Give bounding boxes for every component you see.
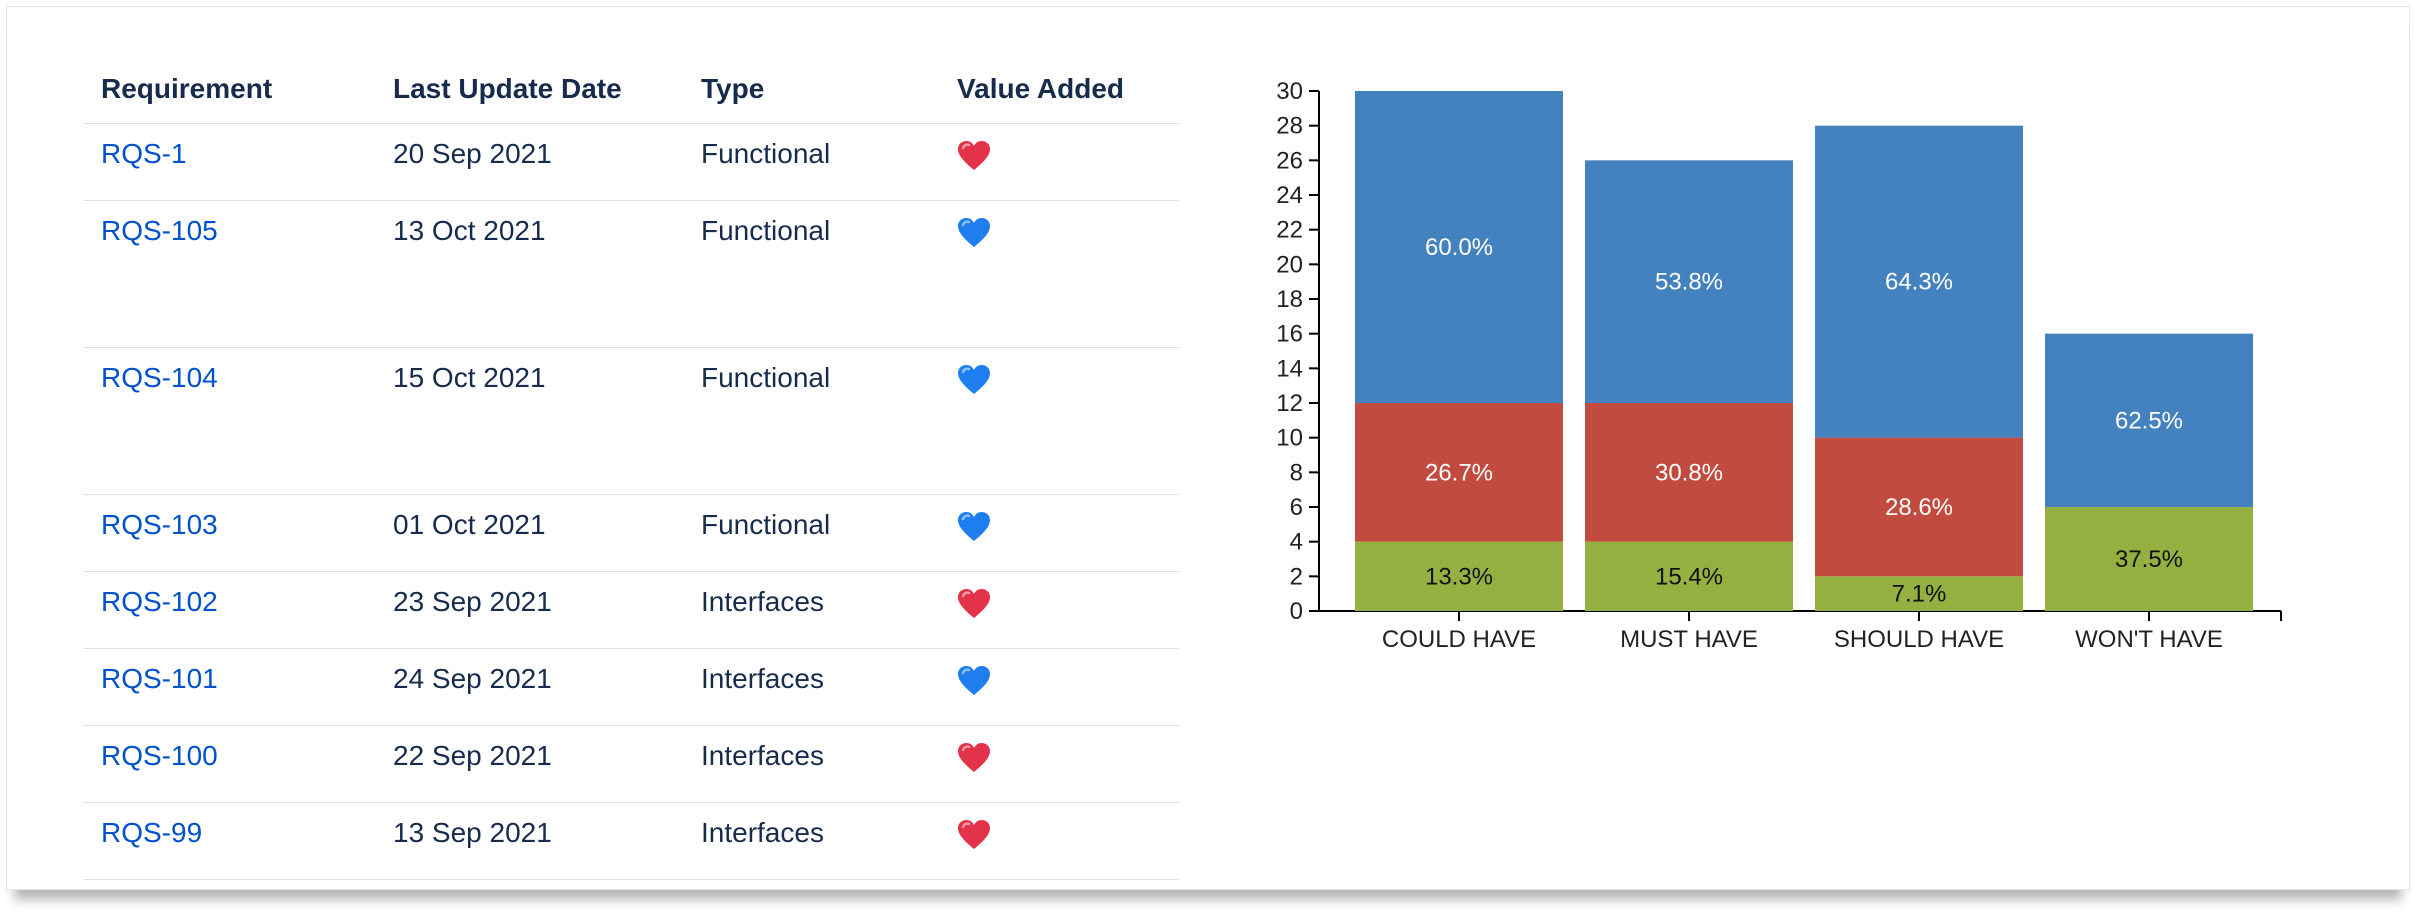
blue-heart-icon	[957, 364, 991, 396]
blue-heart-icon	[957, 217, 991, 249]
bar-segment	[1585, 160, 1793, 403]
last-update-date: 01 Oct 2021	[375, 494, 683, 572]
requirement-type: Interfaces	[683, 648, 939, 726]
requirement-type: Functional	[683, 494, 939, 572]
blue-heart-icon	[957, 665, 991, 697]
y-tick-label: 14	[1276, 355, 1303, 382]
y-tick-label: 16	[1276, 321, 1303, 348]
x-category-label: MUST HAVE	[1620, 626, 1758, 653]
y-tick-label: 28	[1276, 113, 1303, 140]
requirement-type: Interfaces	[683, 571, 939, 649]
requirement-link[interactable]: RQS-99	[101, 817, 203, 848]
bar-segment	[1355, 541, 1563, 611]
last-update-date: 22 Sep 2021	[375, 725, 683, 803]
requirement-link[interactable]: RQS-103	[101, 509, 218, 540]
y-tick-label: 18	[1276, 286, 1303, 313]
requirement-link[interactable]: RQS-102	[101, 586, 218, 617]
bar-data-label: 30.8%	[1655, 459, 1723, 486]
y-tick-label: 8	[1290, 459, 1303, 486]
x-category-label: WON'T HAVE	[2075, 626, 2223, 653]
table-row: RQS-99 13 Sep 2021 Interfaces	[83, 802, 1179, 880]
bar-segment	[1815, 125, 2023, 438]
red-heart-icon	[957, 742, 991, 774]
y-tick-label: 26	[1276, 147, 1303, 174]
y-tick-label: 4	[1290, 529, 1303, 556]
bar-segment	[1585, 541, 1793, 611]
y-tick-label: 24	[1276, 182, 1303, 209]
y-tick-label: 20	[1276, 251, 1303, 278]
bar-data-label: 28.6%	[1885, 494, 1953, 521]
requirement-link[interactable]: RQS-1	[101, 138, 187, 169]
last-update-date: 13 Sep 2021	[375, 802, 683, 880]
bar-segment	[2045, 333, 2253, 507]
column-header-value-added[interactable]: Value Added	[939, 55, 1179, 124]
column-header-last-update-date[interactable]: Last Update Date	[375, 55, 683, 124]
last-update-date: 13 Oct 2021	[375, 200, 683, 348]
x-category-label: SHOULD HAVE	[1834, 626, 2004, 653]
requirement-link[interactable]: RQS-101	[101, 663, 218, 694]
y-tick-label: 22	[1276, 217, 1303, 244]
requirement-type: Functional	[683, 347, 939, 495]
table-row: RQS-100 22 Sep 2021 Interfaces	[83, 725, 1179, 803]
table-body: RQS-1 20 Sep 2021 Functional RQS-105 13 …	[83, 123, 1179, 880]
table-row: RQS-105 13 Oct 2021 Functional	[83, 200, 1179, 348]
red-heart-icon	[957, 588, 991, 620]
bar-data-label: 13.3%	[1425, 563, 1493, 590]
red-heart-icon	[957, 140, 991, 172]
y-tick-label: 0	[1290, 598, 1303, 625]
bar-segment	[1585, 403, 1793, 542]
bar-data-label: 15.4%	[1655, 563, 1723, 590]
bar-segment	[1355, 91, 1563, 403]
y-tick-label: 2	[1290, 563, 1303, 590]
bar-segment	[1815, 576, 2023, 611]
last-update-date: 20 Sep 2021	[375, 123, 683, 201]
table-row: RQS-103 01 Oct 2021 Functional	[83, 494, 1179, 572]
requirement-link[interactable]: RQS-104	[101, 362, 218, 393]
bar-segment	[1815, 437, 2023, 577]
column-header-requirement[interactable]: Requirement	[83, 55, 375, 124]
requirement-type: Interfaces	[683, 802, 939, 880]
table-row: RQS-102 23 Sep 2021 Interfaces	[83, 571, 1179, 649]
last-update-date: 15 Oct 2021	[375, 347, 683, 495]
red-heart-icon	[957, 819, 991, 851]
blue-heart-icon	[957, 511, 991, 543]
bar-data-label: 62.5%	[2115, 407, 2183, 434]
y-tick-label: 6	[1290, 494, 1303, 521]
bar-data-label: 37.5%	[2115, 546, 2183, 573]
stacked-bar-chart: 0 2 4 6 8 10 12 14 16 18 20 22 24 26 28 30 13.3% 26.7% 60.…	[1247, 67, 2287, 687]
bar-segment	[1355, 403, 1563, 542]
x-category-label: COULD HAVE	[1382, 626, 1536, 653]
requirement-type: Functional	[683, 123, 939, 201]
table-row: RQS-101 24 Sep 2021 Interfaces	[83, 648, 1179, 726]
requirement-link[interactable]: RQS-105	[101, 215, 218, 246]
last-update-date: 23 Sep 2021	[375, 571, 683, 649]
requirement-link[interactable]: RQS-100	[101, 740, 218, 771]
table-header-row: Requirement Last Update Date Type Value …	[83, 55, 1179, 124]
chart-svg: 02468101214161820222426283013.3%26.7%60.…	[1276, 78, 2282, 653]
requirement-type: Functional	[683, 200, 939, 348]
column-header-type[interactable]: Type	[683, 55, 939, 124]
table-row: RQS-104 15 Oct 2021 Functional	[83, 347, 1179, 495]
bar-data-label: 53.8%	[1655, 269, 1723, 296]
y-tick-label: 12	[1276, 390, 1303, 417]
table-row: RQS-1 20 Sep 2021 Functional	[83, 123, 1179, 201]
bar-data-label: 60.0%	[1425, 234, 1493, 261]
bar-data-label: 64.3%	[1885, 269, 1953, 296]
last-update-date: 24 Sep 2021	[375, 648, 683, 726]
bar-segment	[2045, 507, 2253, 611]
requirements-table: Requirement Last Update Date Type Value …	[83, 55, 1179, 880]
bar-data-label: 26.7%	[1425, 459, 1493, 486]
requirement-type: Interfaces	[683, 725, 939, 803]
y-tick-label: 10	[1276, 425, 1303, 452]
bar-data-label: 7.1%	[1892, 581, 1947, 608]
y-tick-label: 30	[1276, 78, 1303, 105]
report-card: Requirement Last Update Date Type Value …	[6, 6, 2410, 890]
